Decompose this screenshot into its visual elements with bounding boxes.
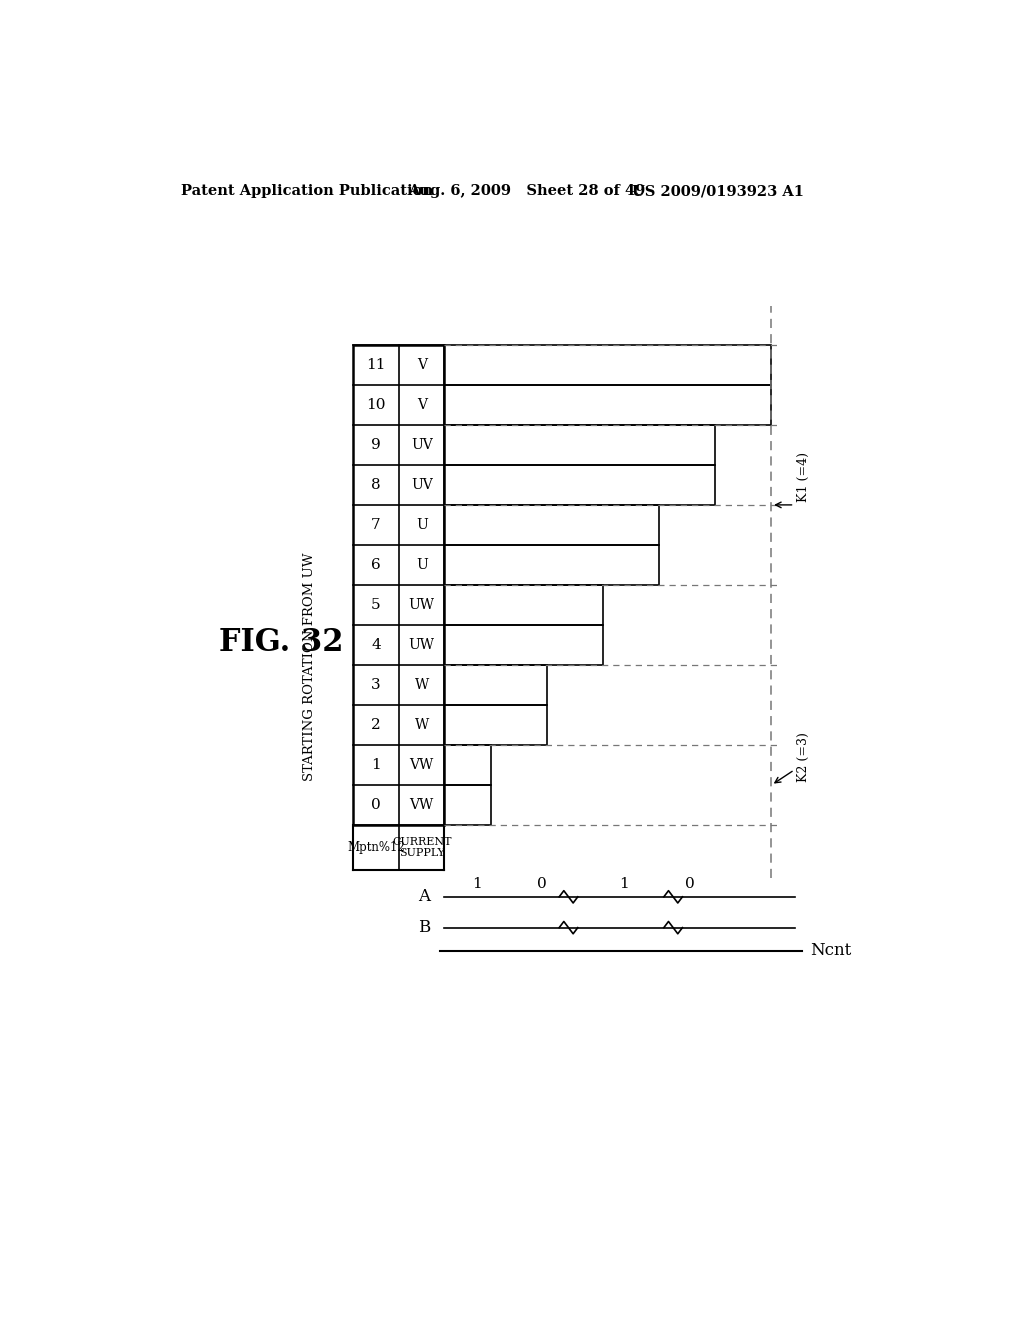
Bar xyxy=(444,665,547,705)
Bar xyxy=(444,506,659,545)
Text: 10: 10 xyxy=(367,397,386,412)
Bar xyxy=(444,744,490,785)
Text: 1: 1 xyxy=(620,876,629,891)
Bar xyxy=(444,385,771,425)
Bar xyxy=(444,425,715,465)
Bar xyxy=(444,585,603,626)
Text: STARTING ROTATION FROM UW: STARTING ROTATION FROM UW xyxy=(303,552,315,781)
Bar xyxy=(352,345,444,825)
Text: Patent Application Publication: Patent Application Publication xyxy=(180,185,433,198)
Bar xyxy=(444,705,547,744)
Text: VW: VW xyxy=(410,758,434,772)
Text: K2 (=3): K2 (=3) xyxy=(797,733,810,781)
Text: U: U xyxy=(416,558,428,572)
Text: 2: 2 xyxy=(371,718,381,733)
Text: Ncnt: Ncnt xyxy=(810,942,851,960)
Text: W: W xyxy=(415,678,429,692)
Text: A: A xyxy=(418,888,430,906)
Text: Aug. 6, 2009   Sheet 28 of 49: Aug. 6, 2009 Sheet 28 of 49 xyxy=(409,185,646,198)
Text: 3: 3 xyxy=(371,678,381,692)
Text: UW: UW xyxy=(409,638,435,652)
Text: 4: 4 xyxy=(371,638,381,652)
Text: UW: UW xyxy=(409,598,435,612)
Text: 7: 7 xyxy=(371,517,381,532)
Bar xyxy=(444,465,715,506)
Text: 0: 0 xyxy=(538,876,547,891)
Text: VW: VW xyxy=(410,799,434,812)
Bar xyxy=(444,626,603,665)
Text: 5: 5 xyxy=(371,598,381,612)
Text: V: V xyxy=(417,358,427,372)
Text: UV: UV xyxy=(411,478,432,492)
Text: 0: 0 xyxy=(685,876,694,891)
Text: 0: 0 xyxy=(371,799,381,812)
Text: 11: 11 xyxy=(367,358,386,372)
Text: US 2009/0193923 A1: US 2009/0193923 A1 xyxy=(632,185,804,198)
Text: 1: 1 xyxy=(371,758,381,772)
Text: Mptn%12: Mptn%12 xyxy=(347,841,404,854)
Text: 6: 6 xyxy=(371,558,381,572)
Text: U: U xyxy=(416,517,428,532)
Bar xyxy=(444,345,771,385)
Text: 8: 8 xyxy=(371,478,381,492)
Text: 1: 1 xyxy=(472,876,481,891)
Text: V: V xyxy=(417,397,427,412)
Text: UV: UV xyxy=(411,438,432,451)
Bar xyxy=(444,545,659,585)
Bar xyxy=(444,785,490,825)
Text: FIG. 32: FIG. 32 xyxy=(219,627,344,659)
Text: K1 (=4): K1 (=4) xyxy=(797,451,810,502)
Text: W: W xyxy=(415,718,429,733)
Text: CURRENT
SUPPLY: CURRENT SUPPLY xyxy=(392,837,452,858)
Text: 9: 9 xyxy=(371,438,381,451)
Text: B: B xyxy=(418,919,430,936)
